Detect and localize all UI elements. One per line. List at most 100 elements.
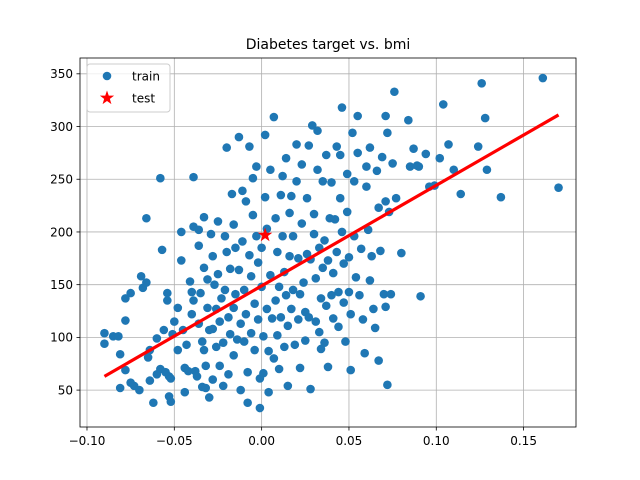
train-point <box>166 374 176 383</box>
train-point <box>292 140 301 149</box>
train-point <box>189 296 198 305</box>
train-point <box>203 303 212 313</box>
train-point <box>372 166 382 176</box>
train-point <box>187 287 197 297</box>
train-point <box>278 231 287 241</box>
train-point <box>383 128 392 138</box>
train-point <box>414 162 424 171</box>
y-tick-label: 100 <box>50 331 73 345</box>
train-point <box>295 363 305 373</box>
train-point <box>307 121 317 130</box>
train-point <box>388 159 397 168</box>
train-point <box>341 337 350 346</box>
train-point <box>239 285 249 295</box>
train-point <box>245 250 254 260</box>
train-point <box>287 304 296 314</box>
train-point <box>194 241 204 250</box>
train-point <box>320 338 329 347</box>
train-point <box>259 368 268 378</box>
train-point <box>334 287 343 297</box>
train-point <box>316 294 326 303</box>
train-point <box>199 263 209 273</box>
train-point <box>173 303 183 313</box>
train-point <box>365 276 375 285</box>
train-point <box>115 349 125 359</box>
train-point <box>250 299 259 308</box>
train-point <box>246 328 256 338</box>
train-point <box>236 385 245 395</box>
train-point <box>199 212 209 222</box>
train-point <box>363 225 373 235</box>
train-point <box>142 213 151 223</box>
train-point <box>234 265 244 275</box>
train-point <box>381 197 390 206</box>
train-point <box>480 113 490 123</box>
x-tick-label: −0.05 <box>156 434 193 448</box>
train-point <box>313 165 322 175</box>
train-point <box>405 162 415 171</box>
train-point <box>260 130 270 140</box>
train-point <box>222 247 231 257</box>
train-point <box>356 244 366 254</box>
train-point <box>435 153 445 163</box>
train-point <box>189 172 198 182</box>
y-tick-label: 350 <box>50 67 73 81</box>
train-point <box>477 79 486 88</box>
train-point <box>208 375 218 384</box>
train-point <box>243 367 252 377</box>
train-point <box>166 397 176 407</box>
train-point <box>257 243 266 253</box>
train-point <box>217 294 226 303</box>
train-point <box>299 278 308 287</box>
train-point <box>320 236 329 245</box>
legend: train test <box>86 63 171 113</box>
train-point <box>301 336 310 345</box>
train-point <box>287 191 296 201</box>
train-point <box>292 177 301 186</box>
train-point <box>152 334 162 343</box>
train-point <box>323 256 333 265</box>
train-point <box>243 398 252 408</box>
train-point <box>259 332 268 341</box>
train-point <box>314 327 324 337</box>
train-point <box>163 288 172 298</box>
train-point <box>224 369 233 379</box>
train-point <box>157 245 167 255</box>
train-point <box>339 298 349 307</box>
train-point <box>229 303 238 313</box>
train-point <box>121 365 130 375</box>
train-point <box>409 144 418 153</box>
train-point <box>135 385 144 395</box>
train-point <box>288 231 298 241</box>
train-point <box>203 275 212 284</box>
train-point <box>346 309 356 319</box>
train-point <box>225 329 235 339</box>
train-point <box>390 87 399 97</box>
train-point <box>159 325 169 335</box>
train-point <box>236 319 245 328</box>
train-point <box>177 227 186 237</box>
train-point <box>281 153 291 163</box>
train-point <box>218 381 228 391</box>
train-point <box>496 192 506 202</box>
train-point <box>309 229 319 239</box>
train-point <box>330 215 340 224</box>
train-point <box>316 344 326 354</box>
train-point <box>271 213 280 223</box>
x-axis: −0.10 −0.05 0.00 0.05 0.10 0.15 <box>69 427 537 448</box>
regression-line-path <box>103 113 560 378</box>
train-point <box>342 169 352 179</box>
train-point <box>327 178 336 187</box>
train-point <box>163 296 172 305</box>
train-point <box>121 294 130 303</box>
train-point <box>269 354 279 363</box>
train-point <box>266 270 275 280</box>
train-point <box>266 165 275 175</box>
train-point <box>229 351 238 360</box>
train-point <box>328 268 338 278</box>
train-point <box>288 285 298 295</box>
train-point <box>362 182 371 191</box>
train-point <box>318 177 328 186</box>
train-point <box>374 203 383 213</box>
